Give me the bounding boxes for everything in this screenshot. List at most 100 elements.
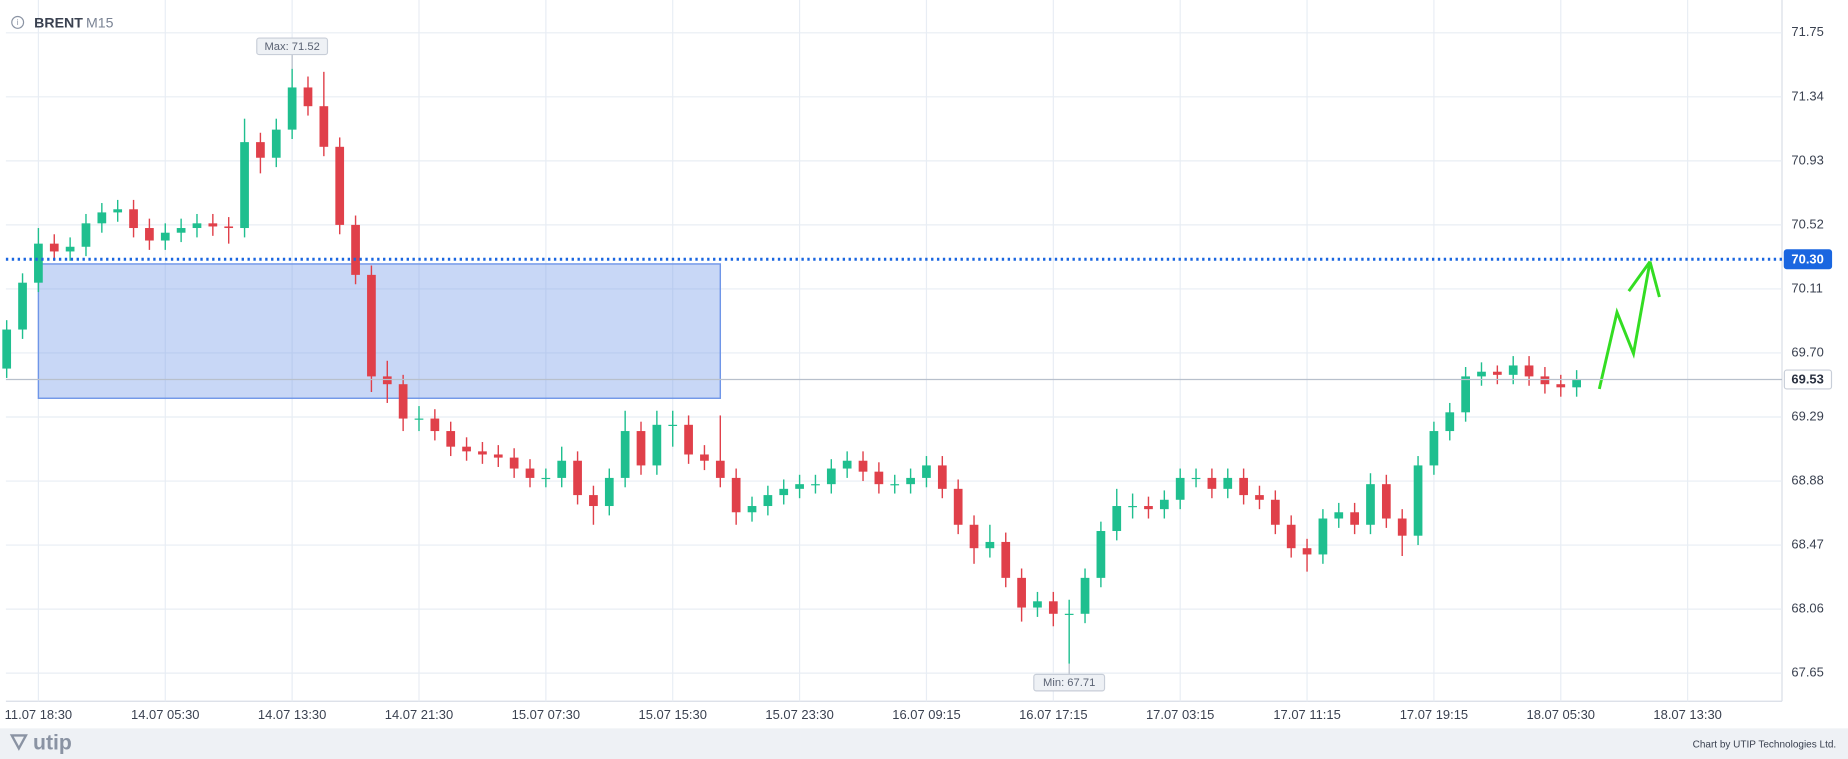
candle-body: [589, 495, 598, 507]
candle-body: [858, 460, 868, 472]
candle-body: [1366, 484, 1375, 525]
candle-body: [985, 541, 995, 549]
candle-body: [446, 431, 456, 447]
x-tick-label: 16.07 09:15: [892, 707, 960, 722]
candle-body: [414, 418, 424, 420]
candle-body: [969, 524, 979, 549]
x-tick-label: 15.07 07:30: [512, 707, 580, 722]
candle-body: [1270, 499, 1280, 525]
candle-body: [1381, 484, 1391, 519]
candle-body: [1096, 531, 1106, 578]
y-tick-label: 70.52: [1791, 216, 1823, 231]
candle-body: [715, 460, 725, 478]
candle-body: [700, 454, 709, 461]
candle-body: [937, 465, 947, 489]
candle-body: [49, 243, 59, 252]
y-tick-label: 68.06: [1791, 601, 1823, 616]
y-tick-label: 71.34: [1791, 88, 1823, 103]
x-tick-label: 15.07 15:30: [639, 707, 707, 722]
candle-body: [256, 142, 265, 158]
forecast-arrow: [1597, 261, 1661, 390]
candle-body: [287, 87, 297, 130]
x-tick-label: 15.07 23:30: [765, 707, 833, 722]
y-tick-label: 68.47: [1791, 536, 1823, 551]
candle-body: [1159, 499, 1169, 510]
info-icon-glyph: i: [17, 18, 19, 27]
candle-body: [97, 212, 107, 224]
footer-bar: [0, 728, 1848, 759]
x-tick-label: 14.07 21:30: [385, 707, 453, 722]
x-tick-label: 17.07 11:15: [1273, 707, 1340, 722]
annotation: Max: 71.52: [264, 41, 319, 53]
candle-body: [1080, 577, 1090, 614]
logo: utip: [33, 731, 72, 754]
candle-body: [573, 460, 582, 496]
candle-body: [1144, 506, 1153, 510]
candle-body: [208, 223, 218, 227]
candle-body: [319, 106, 329, 147]
x-tick-label: 16.07 17:15: [1019, 707, 1087, 722]
price-label-box: [1783, 369, 1833, 390]
candle-body: [541, 477, 551, 480]
candle-body: [1397, 518, 1407, 536]
candle-body: [1191, 477, 1201, 480]
candle-body: [890, 484, 900, 486]
candle-body: [1461, 376, 1470, 413]
candle-body: [1048, 601, 1058, 614]
candle-body: [113, 209, 123, 213]
candle-body: [525, 468, 535, 478]
candle-body: [18, 282, 27, 330]
candle-body: [367, 274, 376, 377]
candle-body: [65, 246, 75, 252]
candle-body: [2, 329, 12, 369]
candle-body: [1429, 431, 1439, 466]
candle-body: [1207, 477, 1217, 489]
candle-body: [382, 376, 392, 385]
candle-body: [271, 129, 281, 158]
candle-body: [398, 384, 408, 419]
candle-body: [1239, 477, 1248, 496]
candle-body: [906, 477, 915, 485]
zone-layer: [37, 263, 722, 399]
candle-body: [557, 460, 567, 478]
price-label: 70.30: [1791, 251, 1823, 266]
symbol-title: BRENT: [34, 14, 83, 30]
x-tick-label: 14.07 13:30: [258, 707, 326, 722]
axis-layer: 71.75 71.34 70.93 70.52 70.11 69.70 69.29 68.88…: [5, 24, 1833, 722]
candle-body: [1033, 601, 1042, 608]
candle-body: [795, 484, 804, 489]
x-tick-label: 11.07 18:30: [5, 707, 72, 722]
candle-body: [176, 228, 186, 233]
y-tick-label: 70.11: [1791, 280, 1822, 295]
logo-icon: [9, 734, 28, 751]
candle-body: [478, 451, 487, 455]
candle-body: [351, 224, 360, 275]
candle-body: [779, 488, 789, 496]
candle-body: [1413, 465, 1423, 536]
candle-body: [731, 477, 741, 513]
y-tick-label: 69.70: [1791, 344, 1823, 359]
candle-body: [1350, 512, 1359, 525]
candle-body: [1524, 365, 1534, 377]
info-icon[interactable]: [11, 15, 25, 29]
candles: [2, 68, 1581, 664]
candle-body: [1492, 371, 1502, 375]
candle-body: [1001, 541, 1011, 578]
candle-body: [668, 424, 678, 426]
candle-body: [636, 431, 646, 466]
candle-body: [224, 226, 234, 229]
y-tick-label: 67.65: [1791, 665, 1823, 680]
y-tick-label: 69.29: [1791, 408, 1823, 423]
grid: [5, 0, 1782, 702]
candle-body: [493, 454, 503, 458]
candle-body: [763, 495, 773, 507]
candle-body: [1508, 365, 1518, 375]
candle-body: [620, 431, 630, 478]
x-tick-label: 18.07 13:30: [1653, 707, 1721, 722]
annotation: Min: 67.71: [1043, 677, 1095, 689]
candle-body: [1556, 384, 1566, 388]
candle-body: [1255, 495, 1264, 500]
candle-body: [922, 465, 931, 478]
